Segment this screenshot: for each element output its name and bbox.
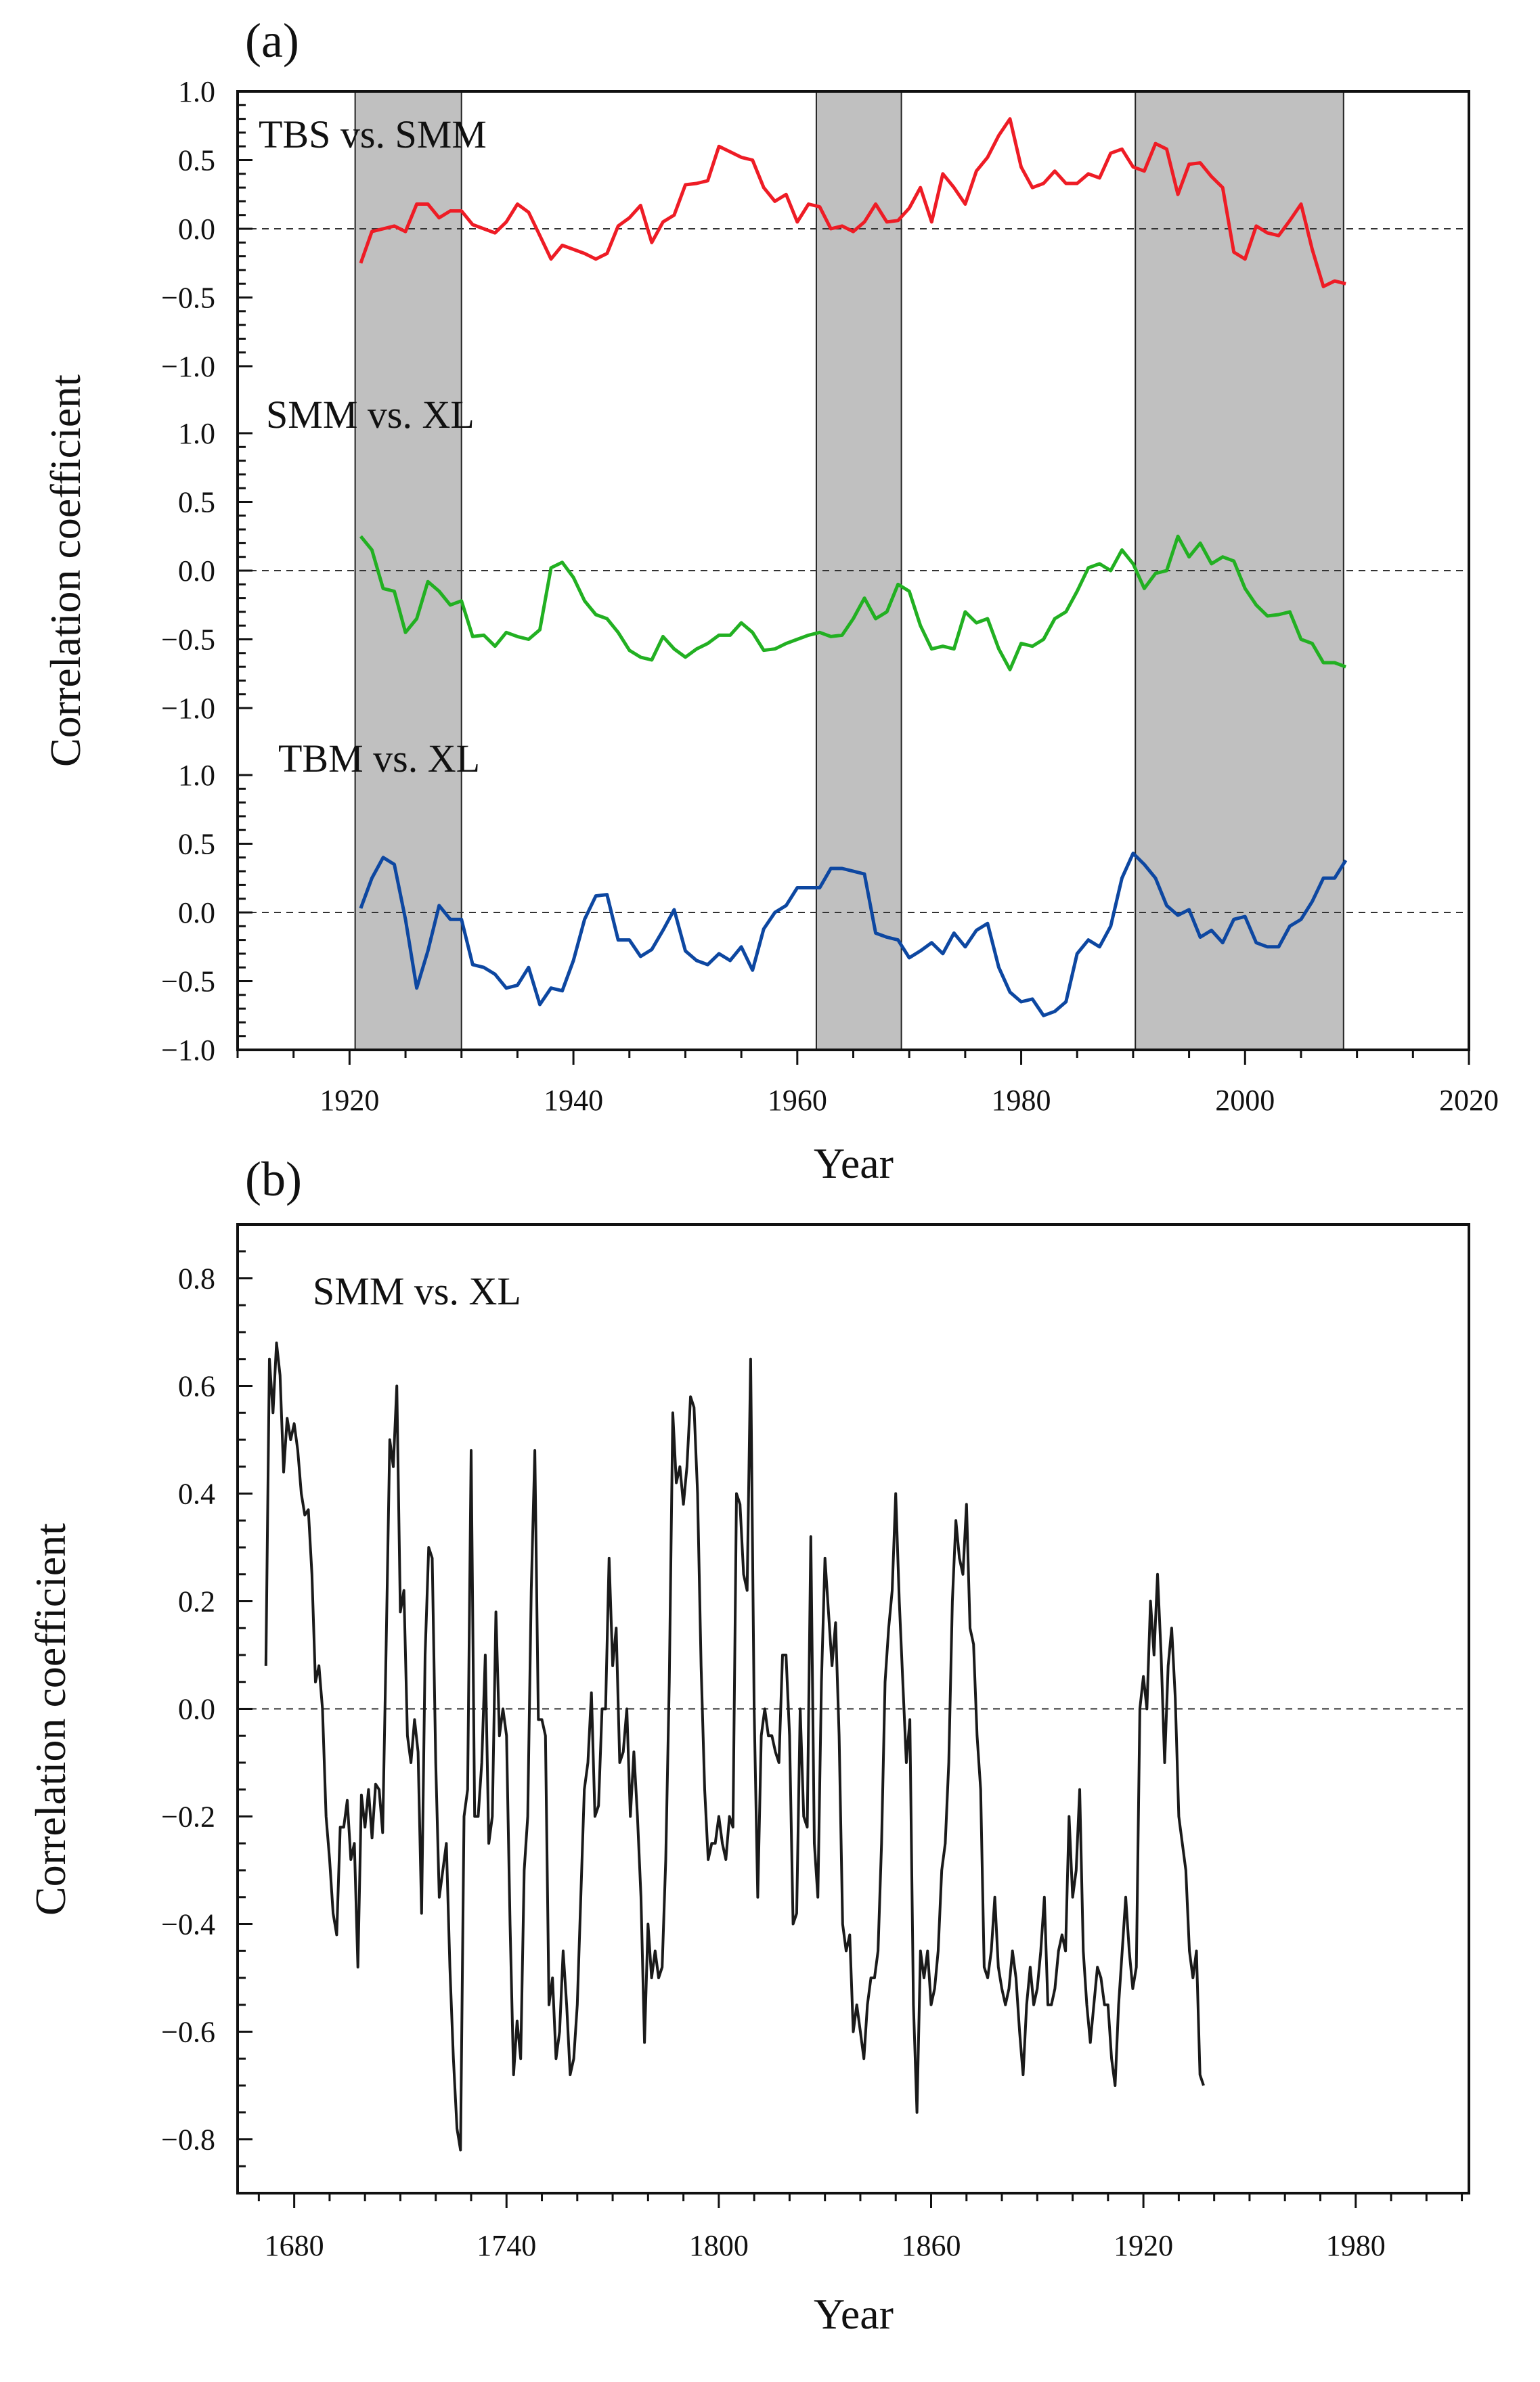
series-label-tbs-smm: TBS vs. SMM [259,112,487,156]
y-tick-label: −0.5 [161,965,215,998]
x-tick-label: 2000 [1215,1084,1275,1117]
series-label-smm-xl: SMM vs. XL [266,393,475,437]
series-line [264,1341,1205,2152]
y-tick-label: −0.6 [161,2016,215,2049]
y-tick-label: 0.0 [178,896,215,929]
y-tick-label: 0.5 [178,486,215,519]
y-tick-label: −0.4 [161,1908,215,1941]
y-tick-label: 1.0 [178,75,215,108]
panel-label-b: (b) [245,1152,302,1206]
x-tick-label: 1920 [1114,2229,1173,2262]
x-tick-label: 1860 [901,2229,961,2262]
panel-label-a: (a) [245,14,299,68]
series-lines [359,117,1348,1017]
y-tick-label: 0.0 [178,554,215,588]
panel-b: 0.8 0.6 0.4 0.2 0.0 −0.2 −0.4 −0.6 −0.8 1680 1740… [26,1152,1470,2338]
x-tick-label: 1980 [992,1084,1051,1117]
y-tick-label: −0.2 [161,1801,215,1834]
y-tick-label: 0.4 [178,1478,215,1511]
x-axis-ticks-a: 1920 1940 1960 1980 2000 2020 [236,1050,1499,1117]
y-tick-label: −0.5 [161,282,215,315]
panel-a: 1.0 0.5 0.0 −0.5 −1.0 1.0 0.5 0.0 −0.5 −1.0 1.0 0.5… [41,14,1499,1187]
y-tick-label: −0.5 [161,623,215,657]
y-axis-title-b: Correlation coefficient [26,1523,74,1916]
y-tick-label: 0.8 [178,1262,215,1296]
x-tick-label: 1980 [1326,2229,1386,2262]
series-label-tbm-xl: TBM vs. XL [278,736,480,780]
y-tick-label: −1.0 [161,350,215,383]
y-tick-label: 0.6 [178,1370,215,1403]
y-tick-label: 0.5 [178,144,215,177]
y-tick-label: −1.0 [161,692,215,725]
y-tick-label: 1.0 [178,759,215,792]
y-tick-label: 0.0 [178,213,215,246]
y-tick-label: 0.5 [178,828,215,861]
x-tick-label: 1920 [320,1084,379,1117]
y-axis-ticks-b: 0.8 0.6 0.4 0.2 0.0 −0.2 −0.4 −0.6 −0.8 [161,1223,252,2194]
series-line-tbm-vs--xl [359,852,1348,1017]
y-tick-label: 0.0 [178,1693,215,1726]
x-tick-label: 1960 [768,1084,827,1117]
x-tick-label: 1680 [265,2229,324,2262]
x-axis-title-a: Year [814,1139,894,1187]
y-axis-ticks-a: 1.0 0.5 0.0 −0.5 −1.0 1.0 0.5 0.0 −0.5 −1.0 1.0 0.5… [161,75,252,1067]
x-tick-label: 1740 [477,2229,536,2262]
series-line-tbs-vs--smm [359,117,1346,288]
y-tick-label: 0.2 [178,1585,215,1618]
y-tick-label: −0.8 [161,2123,215,2157]
x-axis-ticks-b: 1680 1740 1800 1860 1920 1980 [257,2193,1464,2262]
series-label-b: SMM vs. XL [313,1269,521,1313]
x-tick-label: 1940 [544,1084,603,1117]
x-axis-title-b: Year [814,2290,894,2338]
y-tick-label: 1.0 [178,417,215,450]
series-line-smm-vs--xl [359,534,1346,671]
y-tick-label: −1.0 [161,1034,215,1067]
y-axis-title-a: Correlation coefficient [41,374,89,767]
x-tick-label: 2020 [1439,1084,1499,1117]
series-line-smm-vs-xl [264,1341,1205,2152]
x-tick-label: 1800 [689,2229,749,2262]
